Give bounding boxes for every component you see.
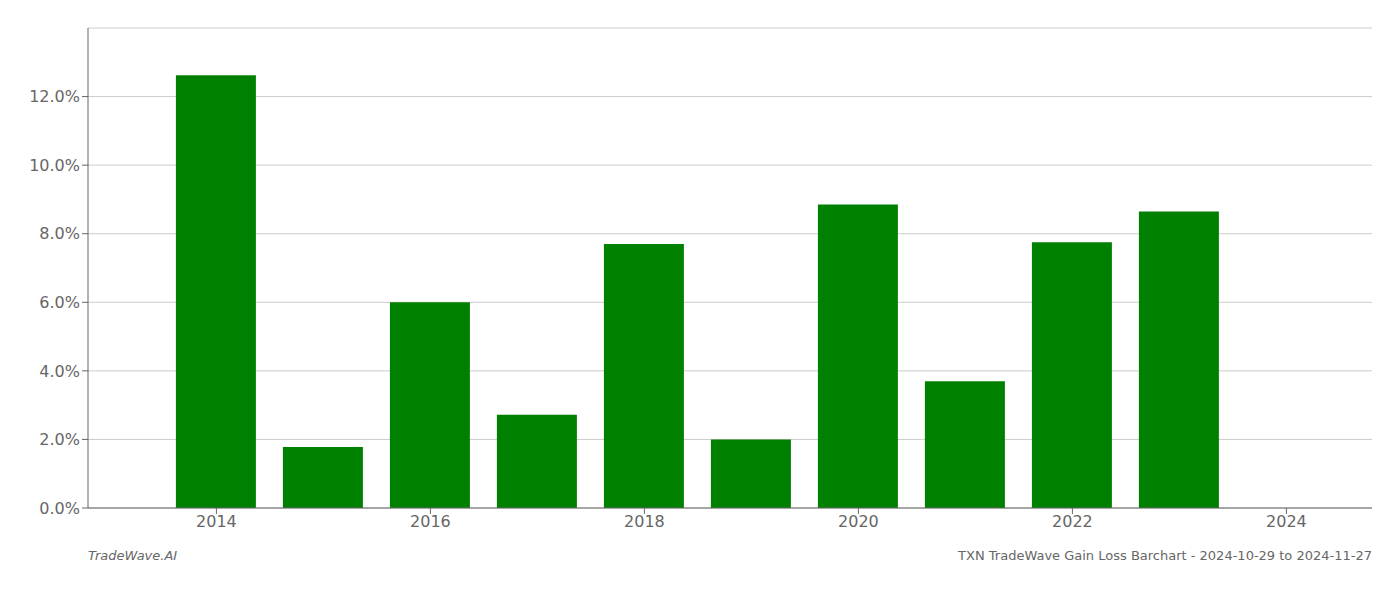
- svg-text:10.0%: 10.0%: [29, 156, 80, 175]
- svg-text:2018: 2018: [624, 512, 665, 531]
- svg-text:8.0%: 8.0%: [39, 224, 80, 243]
- html-text:TXN TradeWave Gain Loss Barcha: TXN TradeWave Gain Loss Barchart - 2024-…: [958, 548, 1372, 563]
- svg-text:4.0%: 4.0%: [39, 362, 80, 381]
- svg-text:12.0%: 12.0%: [29, 87, 80, 106]
- html-text:TradeWave.AI: TradeWave.AI: [88, 548, 178, 563]
- svg-text:2020: 2020: [838, 512, 879, 531]
- svg-text:2016: 2016: [410, 512, 451, 531]
- svg-text:2014: 2014: [196, 512, 237, 531]
- svg-text:6.0%: 6.0%: [39, 293, 80, 312]
- svg-text:2.0%: 2.0%: [39, 430, 80, 449]
- svg-text:2024: 2024: [1266, 512, 1307, 531]
- svg-text:0.0%: 0.0%: [39, 499, 80, 518]
- svg-text:2022: 2022: [1052, 512, 1093, 531]
